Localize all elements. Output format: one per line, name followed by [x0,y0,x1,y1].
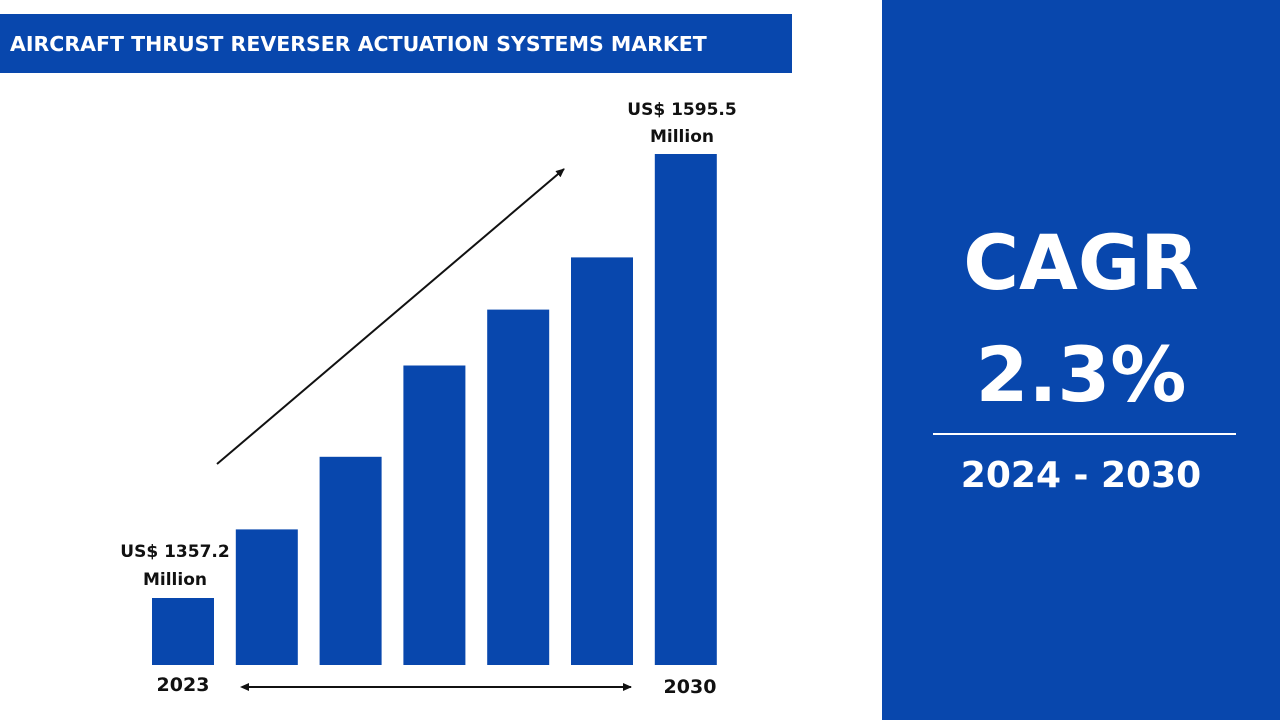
bar-2026 [403,365,466,665]
last-value-label-line2: Million [650,127,714,147]
x-tick-label-start: 2023 [157,674,210,696]
cagr-label: CAGR [963,218,1199,307]
x-tick-label-end: 2030 [664,676,717,698]
bar-chart: US$ 1357.2 Million US$ 1595.5 Million 20… [120,100,736,698]
cagr-value: 2.3% [975,330,1187,419]
title-banner: AIRCRAFT THRUST REVERSER ACTUATION SYSTE… [0,14,792,73]
bar-2030 [654,154,717,665]
trend-arrow [216,168,565,465]
bar-2028 [571,257,633,665]
bar-2024 [235,529,298,665]
last-value-label-line1: US$ 1595.5 [627,100,736,120]
bar-2027 [487,309,550,665]
cagr-panel: CAGR 2.3% 2024 - 2030 [882,0,1280,720]
first-value-label-line2: Million [143,570,207,590]
panel-divider [933,433,1236,435]
bars-group [152,154,717,665]
bar-2025 [319,456,382,665]
bar-2023 [152,598,214,665]
first-value-label-line1: US$ 1357.2 [120,542,229,562]
chart-title: AIRCRAFT THRUST REVERSER ACTUATION SYSTE… [10,31,707,56]
forecast-period: 2024 - 2030 [960,455,1202,496]
